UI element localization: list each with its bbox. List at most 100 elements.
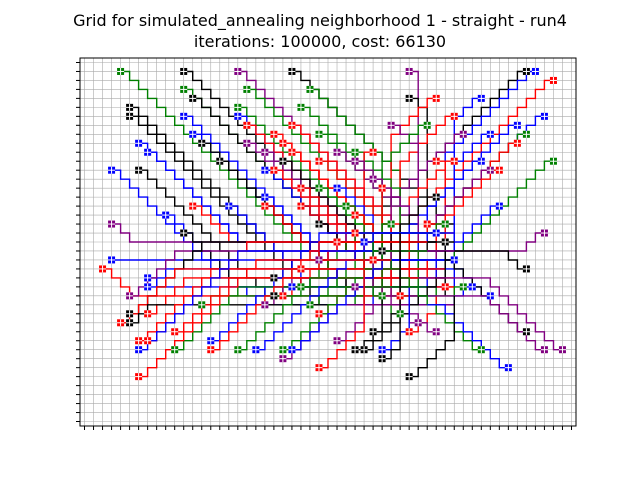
gate-marker xyxy=(486,292,494,300)
gate-marker xyxy=(297,184,305,192)
gate-marker xyxy=(207,337,215,345)
wire-path xyxy=(382,233,401,360)
wire-path xyxy=(427,304,509,369)
gate-marker xyxy=(144,337,152,345)
gate-marker xyxy=(180,85,188,93)
gate-marker xyxy=(270,274,278,282)
gate-marker xyxy=(117,67,125,75)
gate-marker xyxy=(387,220,395,228)
gate-marker xyxy=(369,148,377,156)
wire-path xyxy=(129,115,410,306)
gate-marker xyxy=(405,373,413,381)
gate-marker xyxy=(126,310,134,318)
gate-marker xyxy=(144,148,152,156)
wire-path xyxy=(319,268,365,369)
gate-marker xyxy=(351,157,359,165)
gate-marker xyxy=(549,76,557,84)
gate-marker xyxy=(117,319,125,327)
gate-marker xyxy=(135,166,143,174)
gate-marker xyxy=(405,94,413,102)
gate-marker xyxy=(198,301,206,309)
wire-path xyxy=(372,268,383,297)
gate-marker xyxy=(288,148,296,156)
gate-marker xyxy=(513,121,521,129)
gate-marker xyxy=(423,220,431,228)
gate-marker xyxy=(549,157,557,165)
gate-marker xyxy=(135,346,143,354)
gate-marker xyxy=(333,238,341,246)
gate-marker xyxy=(243,121,251,129)
gate-marker xyxy=(441,283,449,291)
gate-marker xyxy=(351,148,359,156)
wire-path xyxy=(138,268,419,342)
gate-marker xyxy=(162,211,170,219)
gate-marker xyxy=(477,157,485,165)
gate-marker xyxy=(477,346,485,354)
gate-marker xyxy=(369,256,377,264)
gate-marker xyxy=(189,94,197,102)
wire-path xyxy=(409,295,455,378)
gate-marker xyxy=(279,139,287,147)
gate-marker xyxy=(432,229,440,237)
gate-marker xyxy=(351,346,359,354)
gate-marker xyxy=(189,130,197,138)
wire-path xyxy=(381,142,518,296)
gate-marker xyxy=(315,184,323,192)
gate-marker xyxy=(126,103,134,111)
wire-path xyxy=(355,151,401,233)
gate-marker xyxy=(288,346,296,354)
wire-path xyxy=(319,160,455,296)
gate-marker xyxy=(144,283,152,291)
gates xyxy=(99,67,566,381)
gate-marker xyxy=(513,139,521,147)
wire-path xyxy=(237,70,392,296)
gate-marker xyxy=(468,283,476,291)
gate-marker xyxy=(261,202,269,210)
gate-marker xyxy=(315,256,323,264)
gate-marker xyxy=(369,328,377,336)
gate-marker xyxy=(297,103,305,111)
gate-marker xyxy=(441,238,449,246)
gate-marker xyxy=(405,67,413,75)
wire-path xyxy=(427,223,437,251)
gate-marker xyxy=(288,121,296,129)
wire-path xyxy=(319,232,365,261)
gate-marker xyxy=(108,220,116,228)
gate-marker xyxy=(189,202,197,210)
gate-marker xyxy=(387,121,395,129)
gate-marker xyxy=(504,364,512,372)
axis-ticks xyxy=(76,61,572,430)
gate-marker xyxy=(342,202,350,210)
gate-marker xyxy=(450,157,458,165)
gate-marker xyxy=(234,67,242,75)
gate-marker xyxy=(297,202,305,210)
gate-marker xyxy=(450,256,458,264)
gate-marker xyxy=(108,166,116,174)
gate-marker xyxy=(495,166,503,174)
gate-marker xyxy=(270,292,278,300)
gate-marker xyxy=(459,283,467,291)
gate-marker xyxy=(261,148,269,156)
gate-marker xyxy=(261,193,269,201)
gate-marker xyxy=(234,112,242,120)
chart-title: Grid for simulated_annealing neighborhoo… xyxy=(73,11,567,51)
gate-marker xyxy=(378,247,386,255)
gate-marker xyxy=(315,220,323,228)
gate-marker xyxy=(432,328,440,336)
gate-marker xyxy=(225,202,233,210)
wire-path xyxy=(399,169,500,305)
gate-marker xyxy=(360,346,368,354)
gate-marker xyxy=(522,67,530,75)
plot-frame xyxy=(79,57,577,427)
wire-path xyxy=(409,295,545,351)
gate-marker xyxy=(99,265,107,273)
gate-marker xyxy=(531,67,539,75)
gate-marker xyxy=(540,229,548,237)
gate-marker xyxy=(486,130,494,138)
gate-marker xyxy=(522,130,530,138)
wire-path xyxy=(364,160,554,261)
gate-marker xyxy=(360,238,368,246)
gate-marker xyxy=(135,373,143,381)
gate-marker xyxy=(351,229,359,237)
